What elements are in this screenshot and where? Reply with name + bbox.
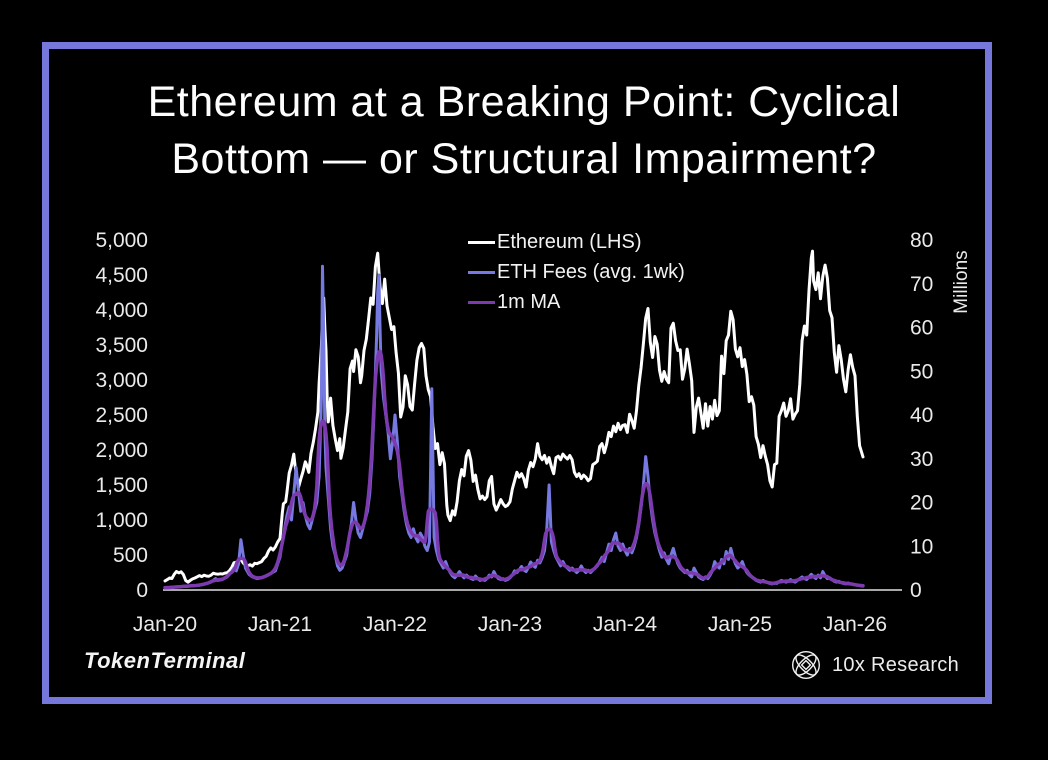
legend-label-ethereum: Ethereum (LHS) <box>497 230 642 253</box>
page-title-line2: Bottom — or Structural Impairment? <box>171 135 877 183</box>
page-title-line1: Ethereum at a Breaking Point: Cyclical <box>147 78 901 126</box>
legend-label-1m-ma: 1m MA <box>497 290 561 313</box>
legend-item-ethereum: Ethereum (LHS) <box>468 227 685 257</box>
legend-item-1m-ma: 1m MA <box>468 287 685 317</box>
svg-text:1,000: 1,000 <box>95 509 148 532</box>
svg-text:20: 20 <box>910 492 933 515</box>
svg-text:70: 70 <box>910 273 933 296</box>
globe-grid-icon <box>791 650 821 680</box>
svg-text:Jan-23: Jan-23 <box>478 613 542 636</box>
svg-text:2,500: 2,500 <box>95 404 148 427</box>
tenx-research-label: 10x Research <box>832 653 959 676</box>
svg-text:5,000: 5,000 <box>95 229 148 252</box>
svg-text:Jan-20: Jan-20 <box>133 613 197 636</box>
ethereum-line-swatch-icon <box>468 240 495 244</box>
ma-line-swatch-icon <box>468 300 495 304</box>
svg-text:Jan-24: Jan-24 <box>593 613 658 636</box>
svg-text:500: 500 <box>113 544 148 567</box>
legend-label-eth-fees: ETH Fees (avg. 1wk) <box>497 260 685 283</box>
right-axis-title: Millions <box>951 250 972 313</box>
tenx-research-brand: 10x Research <box>789 648 959 682</box>
tokenterminal-wordmark: TokenTerminal <box>84 648 246 673</box>
page-title: Ethereum at a Breaking Point: Cyclical B… <box>0 74 1048 188</box>
svg-text:Jan-26: Jan-26 <box>823 613 887 636</box>
chart-legend: Ethereum (LHS) ETH Fees (avg. 1wk) 1m MA <box>468 227 685 317</box>
page-frame <box>42 42 992 704</box>
legend-item-eth-fees: ETH Fees (avg. 1wk) <box>468 257 685 287</box>
svg-text:Jan-25: Jan-25 <box>708 613 772 636</box>
svg-text:4,000: 4,000 <box>95 299 148 322</box>
svg-text:80: 80 <box>910 229 933 252</box>
svg-text:4,500: 4,500 <box>95 264 148 287</box>
svg-text:2,000: 2,000 <box>95 439 148 462</box>
svg-text:Jan-21: Jan-21 <box>248 613 312 636</box>
svg-text:60: 60 <box>910 317 933 340</box>
svg-text:Jan-22: Jan-22 <box>363 613 427 636</box>
svg-text:0: 0 <box>910 579 922 602</box>
svg-text:0: 0 <box>136 579 148 602</box>
eth-fees-line-swatch-icon <box>468 270 495 274</box>
svg-text:10: 10 <box>910 535 933 558</box>
svg-text:1,500: 1,500 <box>95 474 148 497</box>
svg-text:40: 40 <box>910 404 933 427</box>
svg-text:30: 30 <box>910 448 933 471</box>
svg-text:50: 50 <box>910 360 933 383</box>
svg-text:3,500: 3,500 <box>95 334 148 357</box>
svg-text:3,000: 3,000 <box>95 369 148 392</box>
